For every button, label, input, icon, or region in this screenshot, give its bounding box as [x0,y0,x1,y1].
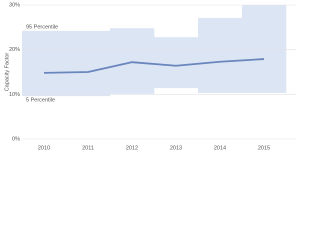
x-tick-label: 2010 [38,145,50,151]
percentile-band [66,30,111,97]
x-tick-label: 2013 [170,145,182,151]
x-tick-label: 2014 [214,145,226,151]
x-tick-label: 2012 [126,145,138,151]
y-tick-label: 20% [9,47,20,53]
chart: Capacity Factor 0% 10% 20% 30% 95 Percentile… [4,2,296,151]
y-tick-label: 30% [9,2,20,8]
percentile-band [198,17,243,93]
percentile-band [154,37,199,89]
y-tick-label: 0% [12,136,20,142]
x-tick-label: 2011 [82,145,94,151]
percentile-band [242,5,287,93]
annotation: 95 Percentile [26,24,58,30]
percentile-band [110,28,155,94]
data-line [43,58,265,74]
annotation: 5 Percentile [26,98,55,104]
y-axis-title: Capacity Factor [4,53,10,92]
x-tick-label: 2015 [258,145,270,151]
percentile-band [22,30,67,97]
y-tick-label: 10% [9,92,20,98]
